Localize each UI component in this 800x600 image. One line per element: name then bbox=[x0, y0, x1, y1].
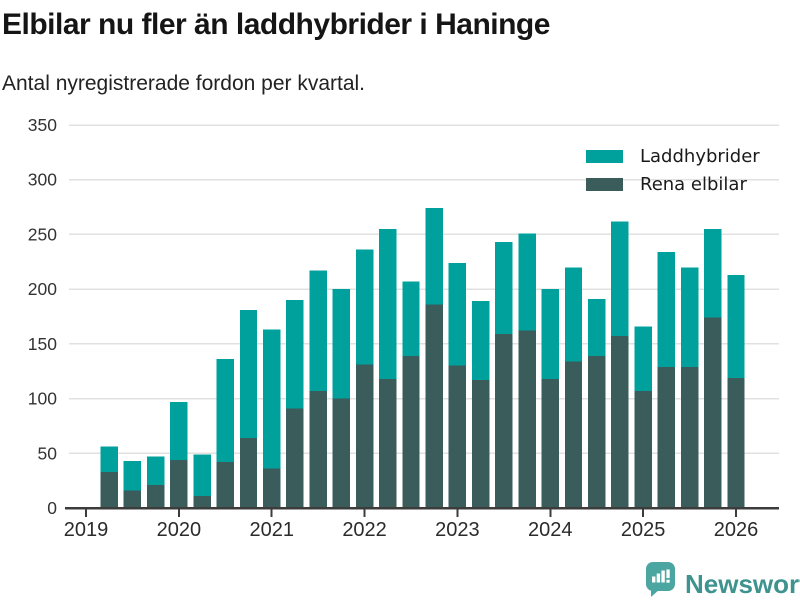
legend-label: Rena elbilar bbox=[640, 173, 747, 195]
bar-laddhybrider-2021 Q2 bbox=[309, 270, 327, 391]
bar-laddhybrider-2019 Q2 bbox=[123, 460, 142, 491]
legend-swatch-rena-elbilar bbox=[586, 177, 623, 191]
bar-laddhybrider-2023 Q4 bbox=[541, 289, 559, 379]
bar-laddhybrider-2021 Q3 bbox=[332, 289, 351, 399]
legend-label: Laddhybrider bbox=[640, 145, 760, 167]
x-tick-label: 2023 bbox=[435, 519, 480, 541]
bar-rena-elbilar-2019 Q4 bbox=[170, 459, 188, 508]
bar-rena-elbilar-2024 Q2 bbox=[588, 355, 606, 508]
bar-laddhybrider-2022 Q2 bbox=[402, 281, 420, 356]
bar-laddhybrider-2020 Q3 bbox=[239, 309, 258, 438]
bar-laddhybrider-2023 Q2 bbox=[495, 242, 513, 335]
bar-laddhybrider-2020 Q2 bbox=[216, 359, 234, 463]
newsworthy-branding: Newsworthy bbox=[644, 560, 800, 600]
bar-rena-elbilar-2019 Q1 bbox=[100, 471, 118, 508]
newsworthy-logo-icon bbox=[646, 562, 675, 597]
bar-laddhybrider-2021 Q4 bbox=[355, 249, 374, 365]
chart-subtitle: Antal nyregistrerade fordon per kvartal. bbox=[2, 72, 366, 95]
y-tick-label: 200 bbox=[28, 279, 57, 299]
y-tick-label: 0 bbox=[47, 498, 57, 518]
bar-rena-elbilar-2020 Q3 bbox=[239, 437, 258, 508]
bar-laddhybrider-2025 Q2 bbox=[680, 267, 699, 367]
bar-laddhybrider-2019 Q3 bbox=[146, 456, 165, 486]
y-tick-label: 100 bbox=[28, 389, 57, 409]
bar-laddhybrider-2022 Q4 bbox=[448, 262, 467, 366]
bar-rena-elbilar-2022 Q1 bbox=[379, 378, 397, 508]
y-tick-label: 50 bbox=[38, 443, 58, 463]
bar-laddhybrider-2025 Q4 bbox=[727, 274, 745, 378]
bar-rena-elbilar-2022 Q2 bbox=[402, 355, 420, 508]
bar-rena-elbilar-2023 Q4 bbox=[541, 378, 559, 508]
bar-rena-elbilar-2022 Q3 bbox=[425, 304, 443, 508]
newsworthy-brand-name: Newsworthy bbox=[685, 569, 800, 599]
bar-rena-elbilar-2021 Q2 bbox=[309, 390, 327, 508]
bar-rena-elbilar-2024 Q1 bbox=[564, 361, 583, 508]
x-tick-label: 2026 bbox=[714, 519, 759, 541]
bar-laddhybrider-2025 Q1 bbox=[657, 251, 676, 367]
bar-laddhybrider-2022 Q1 bbox=[379, 228, 397, 379]
bar-rena-elbilar-2020 Q4 bbox=[263, 468, 281, 508]
x-tick-label: 2024 bbox=[528, 519, 573, 541]
bar-rena-elbilar-2024 Q4 bbox=[634, 390, 652, 508]
bar-rena-elbilar-2019 Q3 bbox=[146, 485, 165, 508]
bar-laddhybrider-2023 Q3 bbox=[518, 233, 536, 331]
x-tick-label: 2025 bbox=[621, 519, 666, 541]
bar-laddhybrider-2021 Q1 bbox=[286, 300, 304, 409]
bar-laddhybrider-2024 Q3 bbox=[611, 221, 629, 337]
bar-laddhybrider-2023 Q1 bbox=[471, 301, 490, 380]
bar-laddhybrider-2022 Q3 bbox=[425, 208, 443, 305]
bar-rena-elbilar-2025 Q4 bbox=[727, 377, 745, 508]
bar-rena-elbilar-2025 Q1 bbox=[657, 366, 676, 508]
bar-rena-elbilar-2021 Q1 bbox=[286, 408, 304, 508]
x-tick-label: 2019 bbox=[64, 519, 109, 541]
bar-rena-elbilar-2023 Q2 bbox=[495, 334, 513, 508]
bar-rena-elbilar-2023 Q3 bbox=[518, 330, 536, 508]
x-tick-label: 2020 bbox=[157, 519, 202, 541]
bar-rena-elbilar-2021 Q4 bbox=[355, 364, 374, 508]
bar-rena-elbilar-2025 Q2 bbox=[680, 366, 699, 508]
bar-laddhybrider-2024 Q2 bbox=[588, 298, 606, 356]
bar-laddhybrider-2019 Q1 bbox=[100, 446, 118, 472]
bar-rena-elbilar-2020 Q1 bbox=[193, 495, 211, 508]
legend-item-laddhybrider: Laddhybrider bbox=[586, 142, 760, 170]
bar-rena-elbilar-2024 Q3 bbox=[611, 336, 629, 508]
x-tick-label: 2022 bbox=[342, 519, 387, 541]
legend: Laddhybrider Rena elbilar bbox=[586, 142, 760, 198]
y-tick-label: 300 bbox=[28, 170, 57, 190]
bar-rena-elbilar-2019 Q2 bbox=[123, 490, 142, 508]
legend-swatch-laddhybrider bbox=[586, 149, 623, 163]
bar-rena-elbilar-2023 Q1 bbox=[471, 379, 490, 508]
bar-rena-elbilar-2021 Q3 bbox=[332, 398, 351, 508]
chart-title: Elbilar nu fler än laddhybrider i Haning… bbox=[2, 8, 550, 41]
x-tick-label: 2021 bbox=[249, 519, 294, 541]
bar-rena-elbilar-2022 Q4 bbox=[448, 365, 467, 508]
bar-laddhybrider-2025 Q3 bbox=[704, 228, 722, 318]
bar-laddhybrider-2024 Q1 bbox=[564, 267, 583, 362]
bar-laddhybrider-2019 Q4 bbox=[170, 401, 188, 460]
bar-rena-elbilar-2025 Q3 bbox=[704, 317, 722, 508]
y-tick-label: 150 bbox=[28, 334, 57, 354]
y-tick-label: 250 bbox=[28, 224, 57, 244]
bar-rena-elbilar-2020 Q2 bbox=[216, 462, 234, 508]
bar-laddhybrider-2020 Q1 bbox=[193, 454, 211, 496]
bar-laddhybrider-2020 Q4 bbox=[263, 329, 281, 469]
bar-laddhybrider-2024 Q4 bbox=[634, 326, 652, 391]
legend-item-rena-elbilar: Rena elbilar bbox=[586, 170, 760, 198]
y-tick-label: 350 bbox=[28, 115, 57, 135]
